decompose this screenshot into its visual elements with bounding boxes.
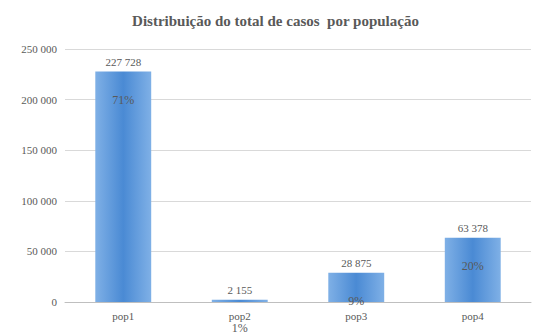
svg-text:Distribuição do total de casos: Distribuição do total de casos por popul…: [132, 13, 419, 29]
svg-text:250 000: 250 000: [21, 43, 57, 55]
svg-text:9%: 9%: [348, 294, 364, 308]
svg-text:pop2: pop2: [229, 310, 251, 322]
svg-text:pop3: pop3: [345, 310, 368, 322]
svg-text:20%: 20%: [462, 259, 484, 273]
svg-text:227 728: 227 728: [105, 56, 141, 68]
svg-text:150 000: 150 000: [21, 144, 57, 156]
svg-text:200 000: 200 000: [21, 94, 57, 106]
svg-text:1%: 1%: [232, 321, 248, 335]
svg-text:28 875: 28 875: [341, 257, 372, 269]
svg-text:100 000: 100 000: [21, 195, 57, 207]
svg-text:2 155: 2 155: [227, 284, 252, 296]
svg-text:pop4: pop4: [462, 310, 485, 322]
svg-text:50 000: 50 000: [27, 245, 58, 257]
svg-text:0: 0: [52, 296, 58, 308]
svg-text:63 378: 63 378: [458, 222, 489, 234]
svg-text:pop1: pop1: [112, 310, 134, 322]
svg-text:71%: 71%: [112, 93, 134, 107]
